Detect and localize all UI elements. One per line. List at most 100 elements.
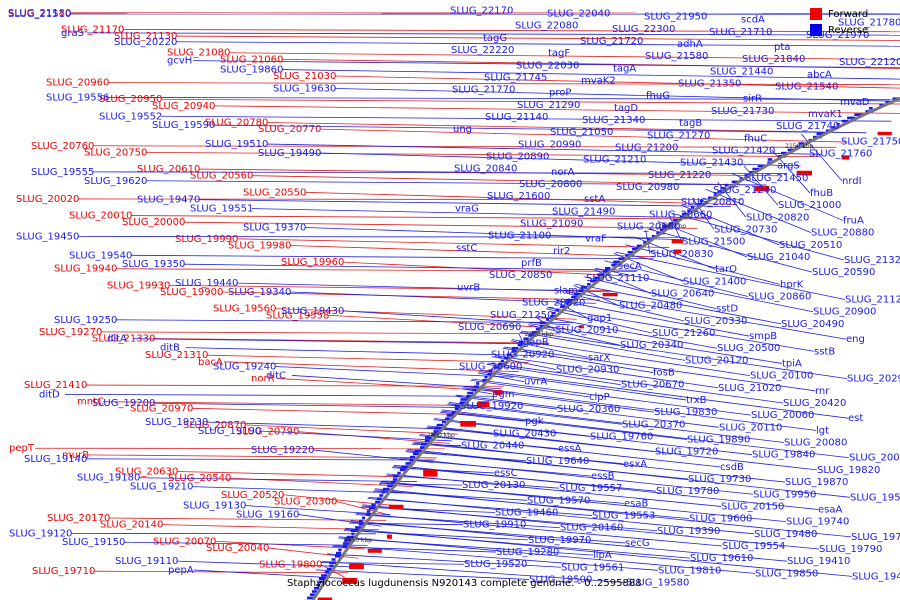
- gene-label: SLUG_20320: [522, 298, 585, 309]
- leader-line: [77, 198, 742, 201]
- leader-line: [400, 457, 754, 495]
- reverse-gene: [636, 244, 643, 248]
- leader-line: [350, 520, 788, 562]
- reverse-gene: [841, 119, 849, 123]
- reverse-gene: [724, 183, 729, 187]
- leader-line: [297, 514, 382, 527]
- reverse-gene: [424, 439, 430, 443]
- leader-line: [375, 488, 852, 538]
- reverse-gene: [460, 398, 470, 401]
- reverse-gene: [338, 548, 342, 552]
- gene-label: SLUG_21750: [841, 136, 900, 147]
- reverse-gene: [651, 235, 656, 238]
- reverse-gene: [506, 353, 512, 356]
- reverse-gene: [739, 177, 743, 180]
- gene-label: SLUG_19900: [160, 287, 223, 298]
- leader-line: [731, 172, 844, 221]
- gene-label: SLUG_20790: [236, 427, 299, 438]
- leader-line: [236, 238, 670, 248]
- gene-label: tagF: [548, 48, 570, 59]
- leader-line: [223, 361, 519, 373]
- gene-label: SLUG_19790: [819, 544, 882, 555]
- gene-label: SLUG_19554: [722, 541, 785, 552]
- gene-label: SLUG_19570: [527, 495, 590, 506]
- reverse-gene: [744, 174, 748, 177]
- leader-line: [447, 403, 623, 425]
- gene-label: graS: [61, 28, 84, 39]
- leader-line: [332, 544, 659, 571]
- reverse-gene: [387, 484, 397, 488]
- leader-line: [380, 482, 625, 504]
- leader-line: [176, 560, 353, 568]
- leader-line: [175, 41, 900, 47]
- leader-line: [344, 528, 691, 559]
- gene-label: SLUG_20110: [719, 422, 782, 433]
- gene-label: SLUG_20660: [649, 209, 712, 220]
- gene-label: SLUG_20510: [779, 240, 842, 251]
- leader-line: [345, 527, 853, 577]
- gene-label: SLUG_20850: [489, 270, 552, 281]
- gene-label: sarX: [588, 352, 610, 363]
- leader-line: [244, 424, 459, 435]
- reverse-gene: [488, 369, 493, 372]
- gene-label: SLUG_20920: [491, 349, 554, 360]
- gene-label: SLUG_19940: [54, 264, 117, 275]
- reverse-gene: [316, 583, 321, 587]
- leader-line: [291, 375, 502, 390]
- gene-label: SLUG_21500: [682, 237, 745, 248]
- leader-line: [123, 541, 368, 546]
- reverse-gene: [342, 545, 348, 548]
- gene-label: secA: [618, 261, 642, 272]
- gene-label: SLUG_20970: [130, 403, 193, 414]
- reverse-gene: [662, 225, 669, 228]
- leader-line: [361, 505, 658, 532]
- leader-line: [356, 512, 723, 547]
- reverse-gene: [687, 209, 691, 212]
- gene-label: SLUG_19890: [687, 434, 750, 445]
- gene-label: pgk: [525, 416, 544, 427]
- gene-label: SLUG_20670: [621, 380, 684, 391]
- gene-label: SLUG_20020: [16, 194, 79, 205]
- leader-line: [107, 96, 900, 100]
- gene-label: SLUG_19630: [273, 83, 336, 94]
- gene-label: SLUG_19440: [175, 278, 238, 289]
- reverse-gene: [412, 452, 420, 456]
- leader-line: [274, 308, 577, 320]
- reverse-gene: [816, 132, 824, 136]
- reverse-gene: [401, 465, 410, 468]
- gene-label: SLUG_21340: [582, 115, 645, 126]
- forward-gene: [754, 186, 770, 192]
- reverse-gene: [831, 126, 837, 129]
- gene-label: scdA: [741, 15, 765, 26]
- leader-line: [545, 308, 653, 334]
- gene-label: SLUG_20370: [622, 419, 685, 430]
- reverse-gene: [405, 462, 415, 465]
- reverse-gene: [560, 305, 569, 308]
- gene-label: SLUG_19990: [175, 234, 238, 245]
- gene-label: argS: [777, 161, 800, 172]
- gene-label: SLUG_20000: [122, 217, 185, 228]
- leader-line: [130, 254, 654, 260]
- leader-line: [274, 366, 514, 378]
- gene-label: SLUG_19780: [656, 486, 719, 497]
- gene-label: SLUG_21180: [8, 8, 71, 19]
- reverse-gene: [379, 494, 384, 497]
- gene-label: abcA: [807, 69, 832, 80]
- gene-label: SLUG_21770: [452, 85, 515, 96]
- gene-label: SLUG_20770: [258, 124, 321, 135]
- gene-label: SLUG_21730: [711, 106, 774, 117]
- gene-label: SLUG_22170: [450, 6, 513, 17]
- reverse-gene: [578, 289, 584, 292]
- gene-label: fhuG: [646, 91, 670, 102]
- gene-label: fhuC: [744, 133, 767, 144]
- gene-label: SLUG_19210: [130, 482, 193, 493]
- leader-line: [486, 363, 622, 386]
- reverse-gene: [611, 263, 621, 267]
- gene-label: SLUG_20690: [458, 322, 521, 333]
- gene-label: SLUG_20810: [681, 197, 744, 208]
- reverse-gene: [376, 497, 382, 500]
- leader-line: [771, 149, 811, 194]
- gene-label: norR: [251, 373, 275, 384]
- leader-line: [183, 263, 638, 271]
- leader-line: [385, 474, 560, 489]
